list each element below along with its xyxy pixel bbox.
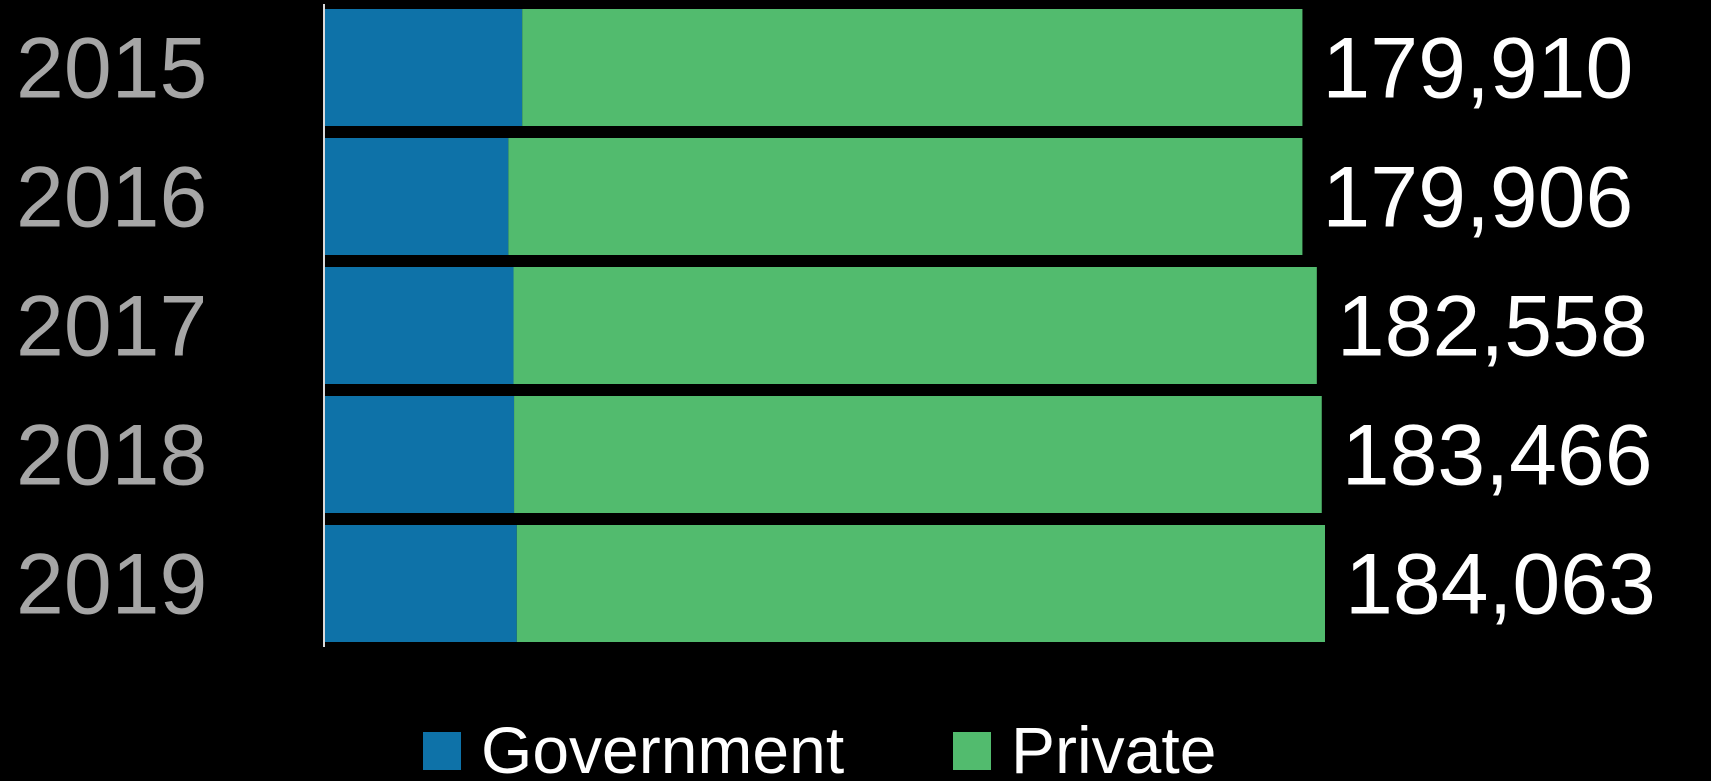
bar-private-2019 [516, 525, 1325, 642]
legend: Government Private [423, 713, 1216, 781]
legend-label-private: Private [1011, 713, 1216, 781]
bar-private-2015 [522, 9, 1303, 126]
bars-layer [325, 9, 1325, 642]
bar-government-2017 [325, 267, 514, 384]
category-label: 2017 [16, 279, 207, 375]
bar-government-2016 [325, 138, 509, 255]
total-label: 183,466 [1342, 408, 1653, 504]
bar-private-2016 [508, 138, 1303, 255]
category-label: 2016 [16, 150, 207, 246]
total-label: 184,063 [1345, 537, 1656, 633]
bar-private-2018 [514, 396, 1322, 513]
category-label: 2015 [16, 21, 207, 117]
bar-government-2019 [325, 525, 517, 642]
bar-government-2018 [325, 396, 515, 513]
legend-swatch-government [423, 732, 461, 770]
bar-private-2017 [513, 267, 1317, 384]
total-label: 179,910 [1322, 21, 1633, 117]
legend-swatch-private [953, 732, 991, 770]
labels-layer: 2015 179,910 2016 179,906 2017 182,558 2018 183… [16, 21, 1656, 633]
bar-government-2015 [325, 9, 523, 126]
category-label: 2019 [16, 537, 207, 633]
legend-label-government: Government [481, 713, 844, 781]
total-label: 182,558 [1337, 279, 1648, 375]
total-label: 179,906 [1322, 150, 1633, 246]
category-label: 2018 [16, 408, 207, 504]
